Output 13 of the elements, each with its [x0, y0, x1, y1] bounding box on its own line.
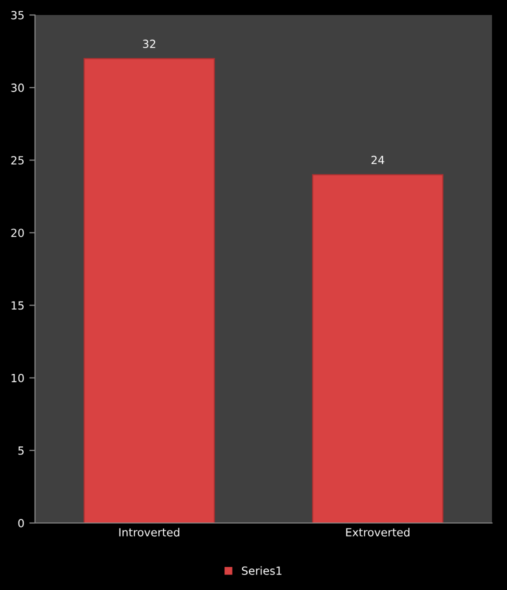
y-tick-label: 15	[12, 301, 24, 310]
x-tick-label: Introverted	[119, 528, 180, 536]
data-label: 32	[143, 40, 156, 48]
y-tick-label: 35	[11, 10, 24, 20]
y-tick-label: 20	[11, 228, 24, 238]
data-label: 24	[371, 156, 384, 164]
y-tick-label: 5	[18, 446, 24, 455]
y-tick-label: 10	[12, 374, 24, 382]
y-tick-label: 30	[11, 84, 24, 92]
y-tick-label: 0	[18, 518, 24, 528]
legend-label: Series1	[242, 566, 282, 575]
y-tick-label: 25	[11, 156, 24, 165]
x-tick-label: Extroverted	[346, 528, 410, 536]
